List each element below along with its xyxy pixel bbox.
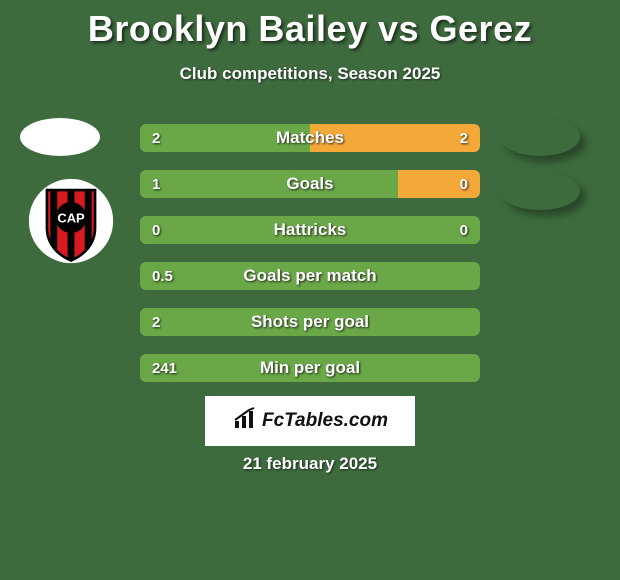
stat-bar-row: 241Min per goal [140, 354, 480, 382]
bar-label: Goals [140, 170, 480, 198]
club-badge-letters: CAP [57, 211, 85, 226]
stat-bar-row: 0.5Goals per match [140, 262, 480, 290]
fctables-logo-icon [232, 407, 256, 436]
player-left-badge-placeholder [20, 118, 100, 156]
stat-bar-row: 22Matches [140, 124, 480, 152]
stats-bar-chart: 22Matches 10Goals 00Hattricks 0.5Goals per … [140, 124, 480, 400]
player-right-badge-placeholder-2 [500, 172, 580, 210]
club-badge-icon: CAP [28, 178, 114, 264]
bar-label: Matches [140, 124, 480, 152]
stat-bar-row: 00Hattricks [140, 216, 480, 244]
watermark-text: FcTables.com [262, 410, 388, 432]
bar-label: Shots per goal [140, 308, 480, 336]
subtitle: Club competitions, Season 2025 [0, 64, 620, 84]
bar-label: Hattricks [140, 216, 480, 244]
stat-bar-row: 10Goals [140, 170, 480, 198]
page-title: Brooklyn Bailey vs Gerez [0, 0, 620, 50]
stat-bar-row: 2Shots per goal [140, 308, 480, 336]
date-text: 21 february 2025 [0, 454, 620, 474]
source-watermark: FcTables.com [205, 396, 415, 446]
bar-label: Min per goal [140, 354, 480, 382]
bar-label: Goals per match [140, 262, 480, 290]
player-right-badge-placeholder-1 [500, 118, 580, 156]
